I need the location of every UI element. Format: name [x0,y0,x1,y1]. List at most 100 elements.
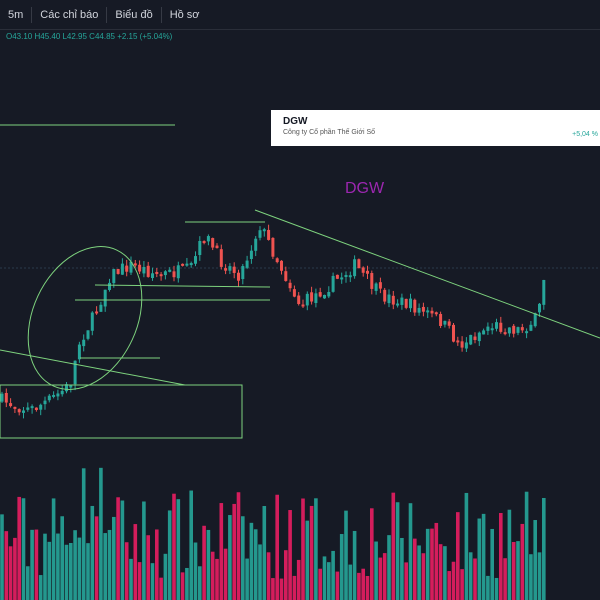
chart-type[interactable]: Biểu đồ [115,8,153,21]
candle [34,407,38,411]
candle [305,293,309,306]
volume-bar [279,578,284,600]
volume-bar [275,494,279,600]
candle [361,267,365,273]
volume-bar [357,572,361,600]
candle [142,266,146,274]
candle [43,400,47,405]
candle [280,260,283,271]
candle [529,324,533,331]
volume-bar [21,498,26,600]
volume-bar [443,546,447,600]
candle [245,260,249,268]
volume-bar [400,537,404,600]
candle [383,289,387,302]
candle [56,393,60,397]
candle [288,282,292,289]
candle [456,340,460,343]
volume-bar [408,503,413,600]
candle [314,293,318,303]
volume-bar [107,529,112,600]
volume-bar [124,542,129,600]
volume-bar [481,513,486,600]
candle [520,327,524,331]
volume-bar [129,558,133,600]
candle [112,269,116,284]
candle [4,392,8,403]
volume-bar [301,498,305,600]
volume-bar [352,530,357,600]
volume-bar [189,490,193,600]
candle [374,283,378,291]
volume-bar [26,566,30,600]
candle [318,292,322,297]
volume-bar [486,575,490,600]
volume-bar [468,552,473,600]
volume-bar [378,557,383,600]
volume-bar [292,575,297,600]
company-name: Công ty Cổ phần Thế Giới Số [283,129,376,136]
volume-bar [322,556,327,600]
candle [125,265,129,272]
candle [176,265,180,279]
candle [146,265,150,277]
volume-bar [314,498,318,600]
volume-bar [172,493,176,600]
candle [155,271,159,274]
volume-bar [533,520,537,600]
profile[interactable]: Hồ sơ [169,8,200,21]
symbol-card: DGW Công ty Cổ phần Thế Giới Số +5,04 % [271,110,600,146]
volume-bar [112,516,116,600]
candle [47,395,51,401]
candle [413,299,417,313]
interval[interactable]: 5m [8,8,24,21]
volume-bar [473,558,477,600]
candle [206,236,210,242]
volume-bar [146,535,150,600]
candle [297,295,301,304]
volume-bar [180,572,185,600]
volume-bar [404,562,408,600]
volume-bar [103,533,107,600]
volume-bar [0,514,4,600]
volume-bar [245,558,249,600]
candle [469,334,473,345]
candle [507,327,511,334]
candle [77,344,81,360]
indicators[interactable]: Các chỉ báo [40,8,99,21]
volume-bar [361,568,365,600]
volume-bar [447,571,451,600]
volume-bar [421,553,426,600]
candle [512,325,516,334]
volume-bar [155,529,159,600]
candle [391,295,395,305]
volume-bar [116,497,120,600]
volume-bar [382,553,387,600]
volume-bar [223,548,228,600]
volume-bar [395,502,400,600]
volume-bar [142,501,146,600]
volume-bar [365,576,370,600]
volume-bar [344,510,348,600]
volume-bar [56,533,60,600]
volume-bar [305,520,310,600]
candle [357,259,361,269]
candle [344,275,348,278]
volume-bar [167,510,172,600]
volume-bar [284,550,288,600]
candle [26,407,30,410]
candle [22,410,25,413]
candle [348,275,352,278]
volume-bar [60,516,64,600]
candle [215,245,219,249]
candle [327,291,331,297]
candle [366,270,369,274]
volume-bar [524,491,529,600]
candle [525,331,529,334]
candle [159,274,163,277]
candle [335,274,339,279]
candle [138,264,142,272]
separator [160,6,162,23]
volume-bar [477,518,482,600]
